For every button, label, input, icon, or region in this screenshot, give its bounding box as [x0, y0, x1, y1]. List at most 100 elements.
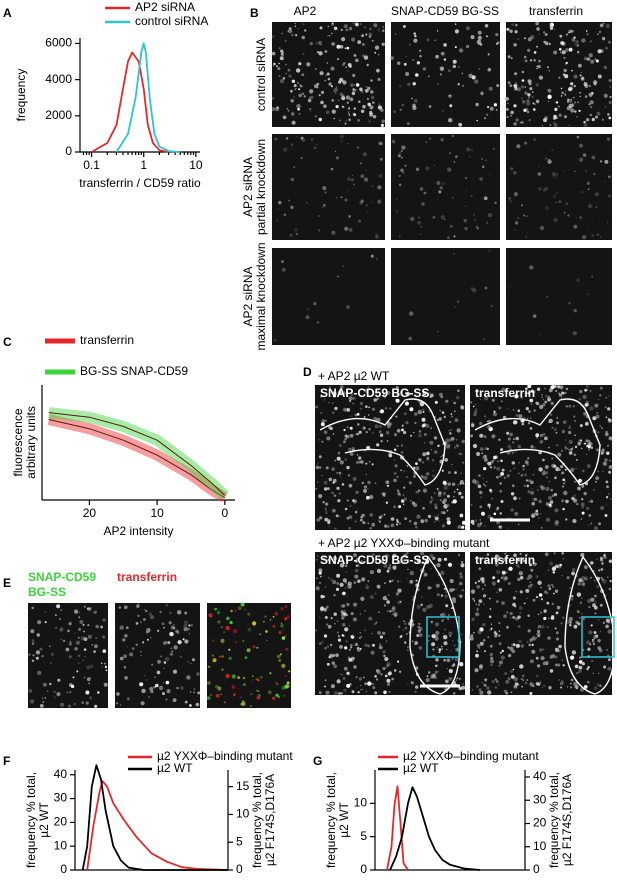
- speckle: [417, 489, 421, 492]
- speckle: [68, 704, 71, 708]
- speckle: [490, 656, 494, 660]
- speckle: [284, 675, 287, 678]
- speckle: [482, 478, 484, 480]
- speckle: [555, 201, 558, 204]
- speckle: [598, 522, 601, 526]
- speckle: [325, 605, 329, 609]
- speckle: [68, 655, 73, 659]
- speckle: [602, 579, 607, 584]
- speckle: [335, 196, 338, 199]
- speckle: [395, 387, 400, 391]
- speckle: [437, 330, 439, 333]
- speckle: [435, 630, 440, 635]
- speckle: [211, 654, 215, 657]
- speckle: [246, 648, 251, 653]
- speckle: [597, 470, 600, 473]
- speckle: [366, 583, 368, 586]
- speckle: [368, 406, 371, 409]
- speckle: [520, 396, 523, 399]
- speckle: [436, 593, 440, 597]
- speckle: [386, 424, 391, 429]
- speckle: [495, 563, 499, 567]
- speckle: [59, 627, 64, 632]
- speckle: [360, 635, 363, 638]
- speckle: [487, 636, 490, 639]
- y2-axis-label: µ2 F174S,D176A: [263, 774, 277, 866]
- speckle: [550, 385, 555, 390]
- speckle: [554, 647, 558, 650]
- speckle: [373, 398, 378, 402]
- y2-tick-label: 0: [533, 862, 540, 876]
- speckle: [542, 458, 545, 462]
- speckle: [430, 449, 432, 451]
- speckle: [448, 94, 451, 97]
- speckle: [319, 582, 321, 584]
- speckle: [122, 638, 126, 642]
- speckle: [244, 608, 247, 611]
- speckle: [479, 519, 482, 521]
- speckle: [499, 651, 502, 654]
- speckle: [586, 57, 590, 61]
- speckle: [412, 103, 416, 108]
- speckle: [324, 50, 328, 53]
- speckle: [361, 481, 364, 485]
- speckle: [490, 663, 493, 667]
- speckle: [484, 286, 488, 290]
- speckle: [544, 33, 548, 36]
- speckle: [568, 302, 571, 305]
- speckle: [498, 630, 501, 632]
- speckle: [287, 109, 290, 112]
- speckle: [541, 687, 543, 689]
- speckle: [547, 636, 551, 640]
- speckle: [278, 62, 280, 65]
- speckle: [486, 686, 490, 690]
- speckle: [370, 201, 373, 203]
- speckle: [525, 407, 529, 411]
- speckle: [577, 51, 580, 54]
- speckle: [572, 405, 575, 408]
- speckle: [540, 624, 545, 629]
- speckle: [317, 40, 322, 46]
- speckle: [499, 489, 503, 493]
- speckle: [330, 684, 335, 689]
- speckle: [539, 681, 541, 683]
- speckle: [322, 501, 325, 504]
- speckle: [395, 198, 398, 201]
- speckle: [369, 28, 372, 30]
- speckle: [358, 219, 362, 223]
- speckle: [426, 38, 430, 42]
- speckle: [489, 629, 491, 632]
- speckle: [336, 573, 341, 578]
- speckle: [454, 410, 456, 413]
- speckle: [403, 559, 406, 562]
- speckle: [533, 409, 536, 412]
- speckle: [434, 503, 438, 507]
- speckle: [583, 685, 588, 689]
- speckle: [428, 603, 433, 608]
- speckle: [514, 30, 518, 34]
- speckle: [535, 512, 539, 516]
- speckle: [500, 448, 504, 452]
- speckle: [379, 560, 382, 563]
- line: [389, 786, 481, 871]
- speckle: [486, 678, 488, 680]
- speckle: [172, 698, 177, 703]
- speckle: [371, 522, 376, 527]
- speckle: [422, 461, 424, 464]
- speckle: [390, 56, 394, 60]
- speckle: [310, 110, 312, 112]
- speckle: [339, 492, 341, 495]
- speckle: [515, 414, 519, 417]
- speckle: [380, 440, 383, 443]
- speckle: [588, 501, 590, 503]
- speckle: [318, 51, 323, 56]
- speckle: [605, 624, 609, 629]
- speckle: [543, 470, 546, 473]
- speckle: [487, 690, 492, 695]
- micrograph: [206, 602, 291, 708]
- speckle: [451, 597, 456, 602]
- speckle: [562, 664, 565, 667]
- speckle: [520, 576, 524, 580]
- speckle: [458, 66, 460, 68]
- speckle: [548, 43, 551, 45]
